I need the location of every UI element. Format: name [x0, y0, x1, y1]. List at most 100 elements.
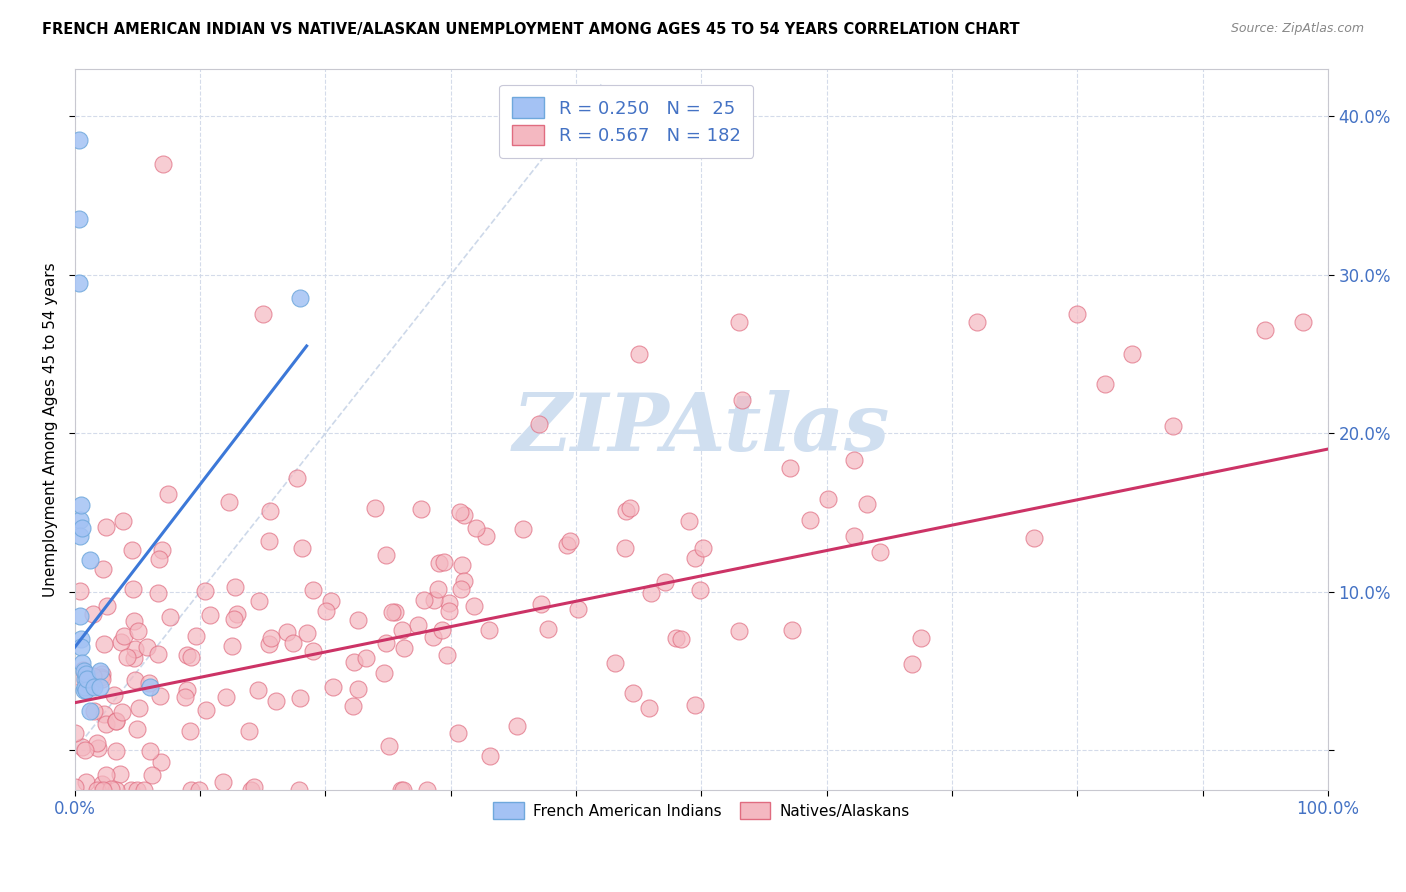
Point: [94, 767, 117, 781]
Point: [149, 755, 172, 769]
Point: [73, 672, 96, 686]
Point: [257, 533, 280, 548]
Point: [69, 529, 91, 543]
Point: [104, 783, 127, 797]
Point: [1161, 419, 1184, 434]
Point: [122, 582, 145, 597]
Point: [186, 629, 208, 643]
Point: [966, 315, 988, 329]
Point: [111, 705, 134, 719]
Point: [65, 780, 87, 795]
Point: [70, 640, 93, 655]
Point: [683, 698, 706, 712]
Point: [730, 392, 752, 407]
Point: [475, 529, 498, 543]
Point: [86, 736, 108, 750]
Point: [141, 768, 163, 782]
Point: [302, 644, 325, 658]
Point: [66, 669, 89, 683]
Point: [692, 541, 714, 555]
Point: [90, 667, 112, 681]
Point: [89, 680, 111, 694]
Point: [139, 680, 162, 694]
Point: [180, 783, 202, 797]
Point: [225, 607, 247, 621]
Point: [72, 663, 94, 677]
Point: [347, 613, 370, 627]
Point: [512, 522, 534, 536]
Point: [124, 641, 146, 656]
Point: [391, 623, 413, 637]
Point: [555, 538, 578, 552]
Point: [779, 460, 801, 475]
Point: [86, 741, 108, 756]
Point: [94, 717, 117, 731]
Point: [354, 650, 377, 665]
Point: [90, 672, 112, 686]
Point: [291, 541, 314, 556]
Legend: French American Indians, Natives/Alaskans: French American Indians, Natives/Alaskan…: [486, 796, 915, 826]
Point: [93, 706, 115, 721]
Point: [567, 601, 589, 615]
Point: [856, 497, 879, 511]
Point: [73, 743, 96, 757]
Point: [406, 617, 429, 632]
Point: [238, 724, 260, 739]
Point: [394, 640, 416, 655]
Point: [115, 649, 138, 664]
Point: [427, 556, 450, 570]
Point: [285, 470, 308, 484]
Point: [627, 347, 650, 361]
Point: [104, 714, 127, 728]
Point: [76, 672, 98, 686]
Point: [110, 767, 132, 781]
Point: [125, 723, 148, 737]
Point: [427, 582, 450, 596]
Point: [437, 596, 460, 610]
Point: [69, 513, 91, 527]
Point: [319, 594, 342, 608]
Point: [67, 276, 90, 290]
Point: [276, 625, 298, 640]
Point: [180, 649, 202, 664]
Point: [464, 521, 486, 535]
Point: [252, 307, 274, 321]
Point: [1094, 377, 1116, 392]
Point: [381, 605, 404, 619]
Point: [67, 212, 90, 227]
Point: [413, 593, 436, 607]
Point: [439, 604, 461, 618]
Point: [243, 780, 266, 795]
Point: [89, 664, 111, 678]
Y-axis label: Unemployment Among Ages 45 to 54 years: Unemployment Among Ages 45 to 54 years: [44, 262, 58, 597]
Point: [91, 777, 114, 791]
Point: [72, 683, 94, 698]
Point: [215, 690, 238, 705]
Point: [451, 558, 474, 572]
Point: [264, 694, 287, 708]
Point: [104, 714, 127, 728]
Point: [450, 582, 472, 597]
Point: [259, 504, 281, 518]
Point: [122, 650, 145, 665]
Point: [374, 548, 396, 562]
Point: [247, 683, 270, 698]
Point: [558, 533, 581, 548]
Point: [93, 562, 115, 576]
Text: ZIPAtlas: ZIPAtlas: [513, 391, 890, 468]
Point: [638, 700, 661, 714]
Point: [188, 783, 211, 797]
Point: [260, 631, 283, 645]
Point: [389, 783, 412, 797]
Point: [1066, 307, 1088, 321]
Point: [73, 680, 96, 694]
Point: [86, 783, 108, 797]
Point: [125, 783, 148, 797]
Point: [146, 647, 169, 661]
Point: [212, 774, 235, 789]
Point: [640, 586, 662, 600]
Point: [477, 623, 499, 637]
Point: [96, 599, 118, 613]
Point: [342, 699, 364, 714]
Point: [69, 583, 91, 598]
